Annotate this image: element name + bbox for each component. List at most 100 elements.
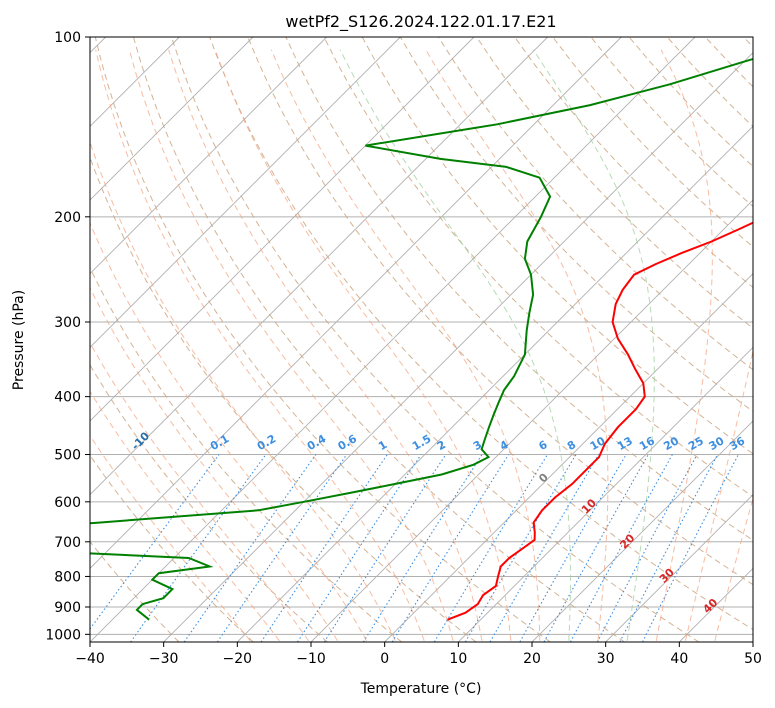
mixing-ratio-line	[596, 454, 698, 642]
mixing-ratio-line	[433, 454, 548, 642]
isotherm-line	[90, 37, 254, 201]
dry-adiabat	[704, 37, 753, 88]
y-tick-label: 300	[54, 315, 81, 331]
moist-adiabat	[214, 49, 512, 641]
isotherm-label: 20	[617, 531, 637, 551]
dry-adiabat	[476, 37, 753, 329]
moist-adiabat	[532, 49, 655, 641]
y-tick-label: 900	[54, 600, 81, 616]
mixing-ratio-line	[519, 454, 627, 642]
mixing-ratio-line	[489, 454, 600, 642]
moist-adiabat	[655, 49, 713, 641]
x-tick-label: 0	[380, 651, 389, 667]
dry-adiabat	[743, 37, 753, 48]
dry-adiabat	[94, 37, 551, 642]
moist-adiabat	[90, 286, 338, 641]
x-tick-label: −10	[296, 651, 326, 667]
isotherm-label: 40	[700, 596, 720, 616]
moist-adiabat	[270, 49, 541, 641]
mixing-ratio-line	[260, 454, 388, 642]
moist-adiabat	[685, 348, 753, 641]
mixing-ratio-label: 0.4	[305, 432, 329, 453]
dry-adiabat	[209, 37, 753, 631]
axes: −40 −30 −20 −10 0 10 20 30 40 5010020030040050060…	[45, 30, 762, 667]
moist-adiabat	[90, 140, 396, 641]
plot-area: 0.10.20.40.611.52346810131620253036-100-…	[90, 37, 753, 642]
dry-adiabat	[90, 454, 254, 642]
dry-adiabat	[285, 37, 753, 541]
moist-adiabat	[714, 496, 753, 641]
isotherm-line	[90, 37, 475, 422]
y-tick-label: 600	[54, 495, 81, 511]
dry-adiabat	[247, 37, 753, 586]
dry-adiabat	[514, 37, 753, 289]
mixing-ratio-label: 0.1	[208, 432, 231, 453]
isotherm-line	[384, 273, 753, 642]
mixing-ratio-label: 6	[536, 438, 549, 453]
dry-adiabat	[90, 364, 328, 642]
isotherm-line	[163, 52, 753, 642]
isotherm-line	[90, 37, 622, 569]
moist-adiabat	[339, 49, 571, 641]
x-tick-label: −30	[149, 651, 179, 667]
moist-adiabat	[168, 49, 483, 641]
y-tick-label: 100	[54, 30, 81, 46]
y-tick-label: 200	[54, 210, 81, 226]
isotherm-line	[237, 125, 753, 642]
mixing-ratio-line	[297, 454, 422, 642]
x-tick-label: 40	[670, 651, 688, 667]
temperature-line	[447, 221, 753, 621]
x-tick-label: 20	[523, 651, 541, 667]
moist-adiabat	[90, 390, 280, 642]
isotherm-line	[679, 567, 753, 642]
isotherm-line	[531, 420, 753, 642]
dry-adiabat	[361, 37, 753, 455]
x-axis-label: Temperature (°C)	[360, 681, 482, 697]
mixing-ratio-line	[130, 454, 267, 642]
dry-adiabat	[90, 155, 477, 642]
x-tick-label: 30	[597, 651, 615, 667]
y-tick-label: 700	[54, 535, 81, 551]
y-tick-label: 400	[54, 390, 81, 406]
x-tick-label: −20	[223, 651, 253, 667]
mixing-ratio-line	[619, 454, 719, 642]
dry-adiabat	[666, 37, 753, 128]
y-tick-label: 800	[54, 569, 81, 585]
mixing-ratio-line	[216, 454, 348, 642]
x-tick-label: 10	[449, 651, 467, 667]
mixing-ratio-label: 20	[661, 434, 681, 453]
dry-adiabat	[171, 37, 700, 642]
dry-adiabat-label: -10	[129, 429, 152, 452]
x-tick-label: −40	[75, 651, 105, 667]
mixing-ratio-line	[183, 454, 317, 642]
dry-adiabat	[132, 37, 625, 642]
moist-adiabat	[90, 341, 309, 641]
isotherm-line	[90, 37, 401, 348]
dewpoint-line	[90, 57, 753, 621]
y-axis-label: Pressure (hPa)	[11, 290, 27, 390]
isotherm-line	[310, 199, 753, 642]
mixing-ratio-line	[90, 454, 220, 630]
moist-adiabat	[425, 49, 609, 641]
mixing-ratio-label: 4	[498, 438, 511, 453]
y-tick-label: 1000	[45, 627, 81, 643]
dry-adiabat	[90, 266, 403, 642]
chart-title: wetPf2_S126.2024.122.01.17.E21	[285, 12, 556, 32]
mixing-ratio-line	[323, 454, 447, 642]
mixing-ratio-label: 25	[686, 434, 706, 453]
mixing-ratio-line	[569, 454, 673, 642]
isotherm-label: 10	[579, 496, 599, 516]
mixing-ratio-line	[464, 454, 577, 642]
mixing-ratio-label: 13	[615, 434, 635, 453]
isotherm-line	[90, 37, 327, 275]
isotherm-line	[458, 346, 753, 642]
mixing-ratio-label: 0.2	[255, 432, 278, 453]
plot-frame	[89, 36, 754, 643]
dry-adiabat	[399, 37, 753, 413]
isotherm-line	[752, 641, 753, 642]
dry-adiabat	[323, 37, 753, 498]
moist-adiabat	[95, 49, 425, 641]
isotherm-line	[90, 37, 696, 642]
dry-adiabat	[437, 37, 753, 371]
